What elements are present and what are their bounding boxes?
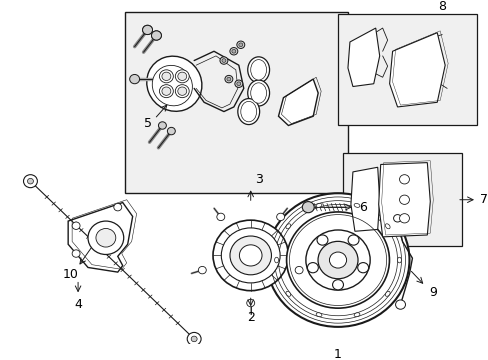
- Circle shape: [23, 175, 37, 188]
- Ellipse shape: [178, 72, 186, 81]
- Circle shape: [399, 195, 408, 204]
- Polygon shape: [389, 33, 444, 107]
- Ellipse shape: [237, 99, 259, 125]
- Circle shape: [236, 41, 244, 49]
- Ellipse shape: [250, 60, 266, 80]
- Text: 3: 3: [254, 174, 262, 186]
- Bar: [337, 14, 476, 126]
- Circle shape: [266, 193, 408, 327]
- Circle shape: [234, 80, 242, 87]
- Circle shape: [229, 236, 271, 275]
- Circle shape: [307, 262, 318, 273]
- Ellipse shape: [285, 224, 290, 229]
- Polygon shape: [378, 163, 429, 237]
- Ellipse shape: [162, 87, 170, 95]
- Circle shape: [316, 235, 327, 245]
- Circle shape: [238, 43, 242, 47]
- Ellipse shape: [175, 85, 189, 98]
- Circle shape: [329, 252, 346, 268]
- Circle shape: [395, 300, 405, 309]
- Circle shape: [295, 266, 303, 274]
- Circle shape: [305, 230, 369, 290]
- Circle shape: [198, 266, 206, 274]
- Circle shape: [224, 75, 232, 83]
- Ellipse shape: [316, 203, 321, 207]
- Circle shape: [142, 25, 152, 35]
- Circle shape: [399, 213, 408, 223]
- Ellipse shape: [178, 87, 186, 95]
- Circle shape: [276, 213, 284, 221]
- Circle shape: [142, 25, 152, 35]
- Ellipse shape: [162, 72, 170, 81]
- Ellipse shape: [247, 80, 269, 106]
- Circle shape: [216, 213, 224, 221]
- Text: 2: 2: [246, 311, 254, 324]
- Polygon shape: [278, 79, 318, 126]
- Ellipse shape: [397, 257, 401, 263]
- Circle shape: [158, 122, 166, 129]
- Text: 9: 9: [428, 286, 436, 299]
- Ellipse shape: [175, 70, 189, 83]
- Ellipse shape: [240, 102, 256, 122]
- Circle shape: [317, 241, 357, 279]
- Circle shape: [191, 336, 197, 342]
- Circle shape: [220, 57, 227, 64]
- Circle shape: [302, 202, 314, 213]
- Ellipse shape: [247, 57, 269, 83]
- Ellipse shape: [274, 257, 278, 263]
- Ellipse shape: [353, 203, 359, 207]
- Text: 4: 4: [74, 298, 82, 311]
- Polygon shape: [350, 167, 379, 231]
- Circle shape: [226, 77, 230, 81]
- Circle shape: [236, 82, 240, 86]
- Polygon shape: [68, 203, 132, 272]
- Ellipse shape: [385, 291, 389, 296]
- Circle shape: [88, 221, 123, 255]
- Polygon shape: [347, 28, 379, 86]
- Ellipse shape: [353, 313, 359, 317]
- Text: 7: 7: [479, 193, 487, 206]
- Circle shape: [357, 262, 368, 273]
- Text: 1: 1: [333, 348, 341, 360]
- Circle shape: [222, 59, 225, 62]
- Circle shape: [151, 31, 161, 40]
- Circle shape: [231, 49, 235, 53]
- Text: 8: 8: [437, 0, 445, 13]
- Circle shape: [27, 179, 33, 184]
- Circle shape: [151, 31, 161, 40]
- Ellipse shape: [285, 291, 290, 296]
- Circle shape: [239, 245, 262, 266]
- Circle shape: [246, 299, 254, 307]
- Ellipse shape: [152, 66, 192, 106]
- Circle shape: [399, 175, 408, 184]
- Ellipse shape: [146, 56, 202, 111]
- Ellipse shape: [316, 313, 321, 317]
- Bar: [342, 153, 461, 246]
- Circle shape: [393, 215, 401, 222]
- Circle shape: [213, 220, 288, 291]
- Text: 5: 5: [143, 117, 151, 130]
- Circle shape: [187, 332, 201, 346]
- Text: 6: 6: [358, 201, 366, 213]
- Circle shape: [221, 228, 280, 283]
- Ellipse shape: [159, 70, 173, 83]
- Bar: [124, 12, 347, 193]
- Circle shape: [72, 222, 80, 229]
- Circle shape: [96, 229, 116, 247]
- Circle shape: [114, 203, 122, 211]
- Text: 10: 10: [63, 268, 79, 281]
- Ellipse shape: [385, 224, 389, 229]
- Circle shape: [286, 212, 388, 308]
- Ellipse shape: [250, 83, 266, 103]
- Circle shape: [72, 250, 80, 257]
- Circle shape: [229, 48, 237, 55]
- Circle shape: [332, 280, 343, 290]
- Ellipse shape: [159, 85, 173, 98]
- Circle shape: [347, 235, 358, 245]
- Circle shape: [129, 75, 139, 84]
- Circle shape: [167, 127, 175, 135]
